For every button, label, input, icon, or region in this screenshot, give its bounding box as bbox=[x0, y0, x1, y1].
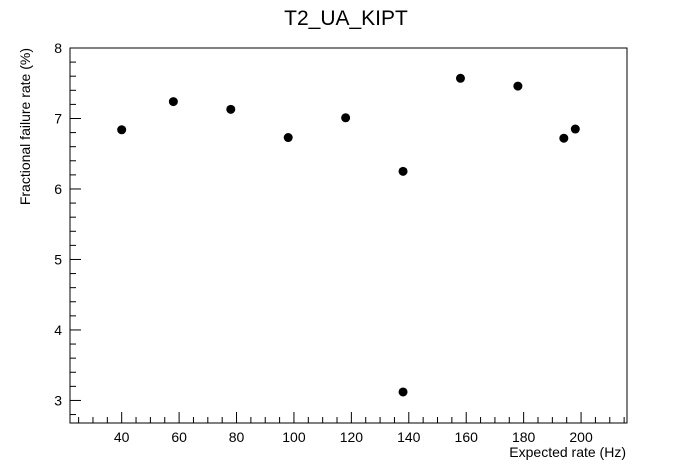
data-points bbox=[117, 73, 580, 397]
x-tick-label: 140 bbox=[397, 429, 421, 445]
data-point bbox=[455, 73, 465, 83]
data-point bbox=[398, 387, 408, 397]
data-point bbox=[341, 113, 351, 123]
y-tick-label: 5 bbox=[54, 251, 62, 267]
x-tick-label: 40 bbox=[114, 429, 130, 445]
y-tick-label: 3 bbox=[54, 392, 62, 408]
y-axis-label: Fractional failure rate (%) bbox=[17, 48, 33, 205]
x-tick-label: 100 bbox=[282, 429, 306, 445]
chart-title: T2_UA_KIPT bbox=[284, 7, 408, 30]
x-tick-label: 160 bbox=[455, 429, 479, 445]
x-tick-label: 120 bbox=[340, 429, 364, 445]
data-point bbox=[398, 166, 408, 176]
x-tick-label: 180 bbox=[512, 429, 536, 445]
axis-ticks bbox=[70, 47, 625, 423]
data-point bbox=[168, 97, 178, 107]
data-point bbox=[513, 81, 523, 91]
y-tick-label: 8 bbox=[54, 40, 62, 56]
x-tick-label: 200 bbox=[569, 429, 593, 445]
tick-labels: 40 60 80 100 120 140 160 180 200 3 4 5 6 7 8 bbox=[54, 40, 593, 445]
data-point bbox=[559, 133, 569, 143]
y-tick-label: 4 bbox=[54, 322, 62, 338]
data-point bbox=[226, 104, 236, 114]
x-tick-label: 80 bbox=[229, 429, 245, 445]
data-point bbox=[117, 125, 127, 135]
y-tick-label: 6 bbox=[54, 181, 62, 197]
x-axis-label: Expected rate (Hz) bbox=[509, 444, 626, 460]
plot-frame bbox=[69, 47, 628, 424]
x-tick-label: 60 bbox=[171, 429, 187, 445]
y-tick-label: 7 bbox=[54, 110, 62, 126]
data-point bbox=[570, 124, 580, 134]
data-point bbox=[283, 133, 293, 143]
